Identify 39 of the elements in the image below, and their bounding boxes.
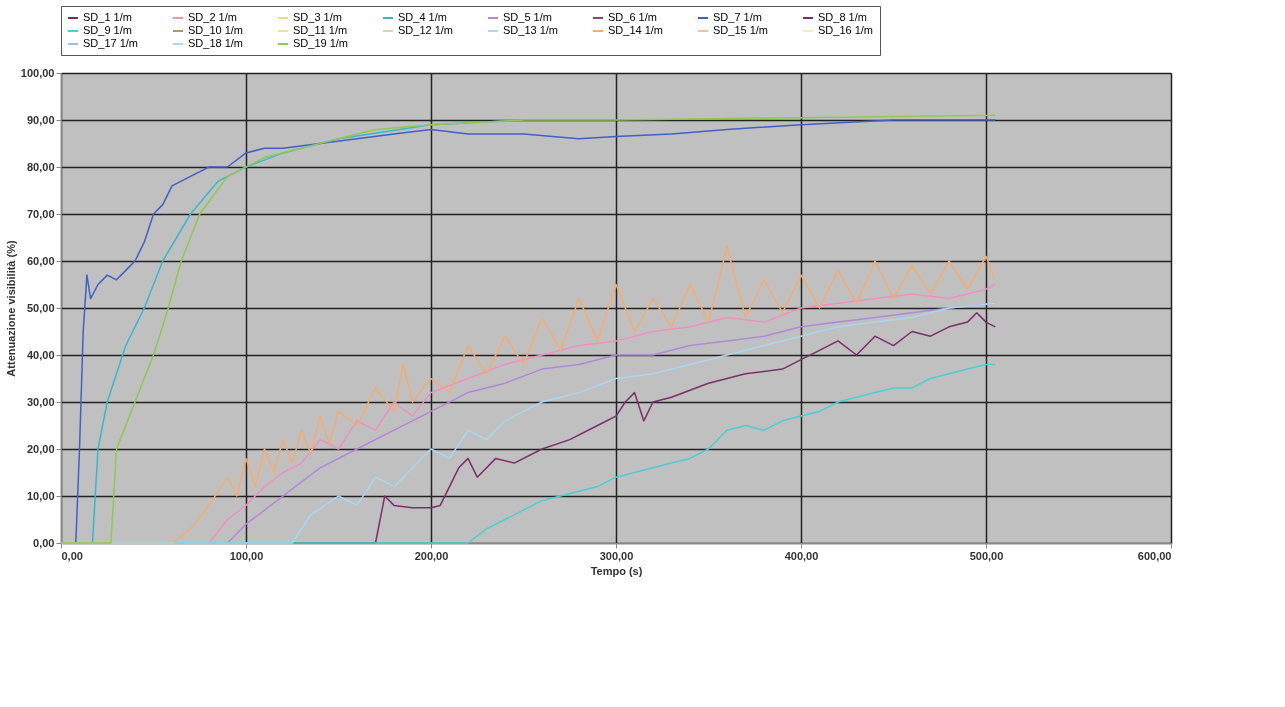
legend-label: SD_14 1/m xyxy=(608,24,664,36)
legend-label: SD_3 1/m xyxy=(293,11,342,23)
x-tick-label: 500,00 xyxy=(969,549,1004,562)
y-tick-label: 60,00 xyxy=(26,254,55,267)
y-tick-label: 20,00 xyxy=(26,442,55,455)
legend-label: SD_16 1/m xyxy=(818,24,874,36)
legend-label: SD_17 1/m xyxy=(83,37,139,49)
y-tick-label: 10,00 xyxy=(26,489,55,502)
legend-label: SD_10 1/m xyxy=(188,24,244,36)
y-tick-label: 70,00 xyxy=(26,207,55,220)
legend-label: SD_11 1/m xyxy=(293,24,348,36)
legend-label: SD_4 1/m xyxy=(398,11,447,23)
x-tick-label: 400,00 xyxy=(784,549,819,562)
y-tick-label: 80,00 xyxy=(26,160,55,173)
x-axis-title: Tempo (s) xyxy=(590,564,643,577)
x-tick-label: 600,00 xyxy=(1137,549,1172,562)
legend-label: SD_1 1/m xyxy=(83,11,132,23)
x-tick-label: 0,00 xyxy=(61,549,83,562)
legend-label: SD_19 1/m xyxy=(293,37,349,49)
legend-label: SD_5 1/m xyxy=(503,11,552,23)
legend-label: SD_12 1/m xyxy=(398,24,454,36)
legend-label: SD_2 1/m xyxy=(188,11,237,23)
legend-label: SD_7 1/m xyxy=(713,11,762,23)
x-tick-label: 200,00 xyxy=(414,549,449,562)
legend-label: SD_15 1/m xyxy=(713,24,769,36)
y-tick-label: 30,00 xyxy=(26,395,55,408)
y-tick-label: 50,00 xyxy=(26,301,55,314)
legend-label: SD_6 1/m xyxy=(608,11,657,23)
legend-label: SD_18 1/m xyxy=(188,37,244,49)
y-tick-label: 90,00 xyxy=(26,113,55,126)
y-axis-title: Attenuazione visibilità (%) xyxy=(4,240,17,377)
x-tick-label: 100,00 xyxy=(229,549,264,562)
y-tick-label: 100,00 xyxy=(20,66,55,79)
y-tick-label: 40,00 xyxy=(26,348,55,361)
legend-label: SD_8 1/m xyxy=(818,11,867,23)
legend-label: SD_9 1/m xyxy=(83,24,132,36)
legend-label: SD_13 1/m xyxy=(503,24,559,36)
x-tick-label: 300,00 xyxy=(599,549,634,562)
y-tick-label: 0,00 xyxy=(33,536,55,549)
